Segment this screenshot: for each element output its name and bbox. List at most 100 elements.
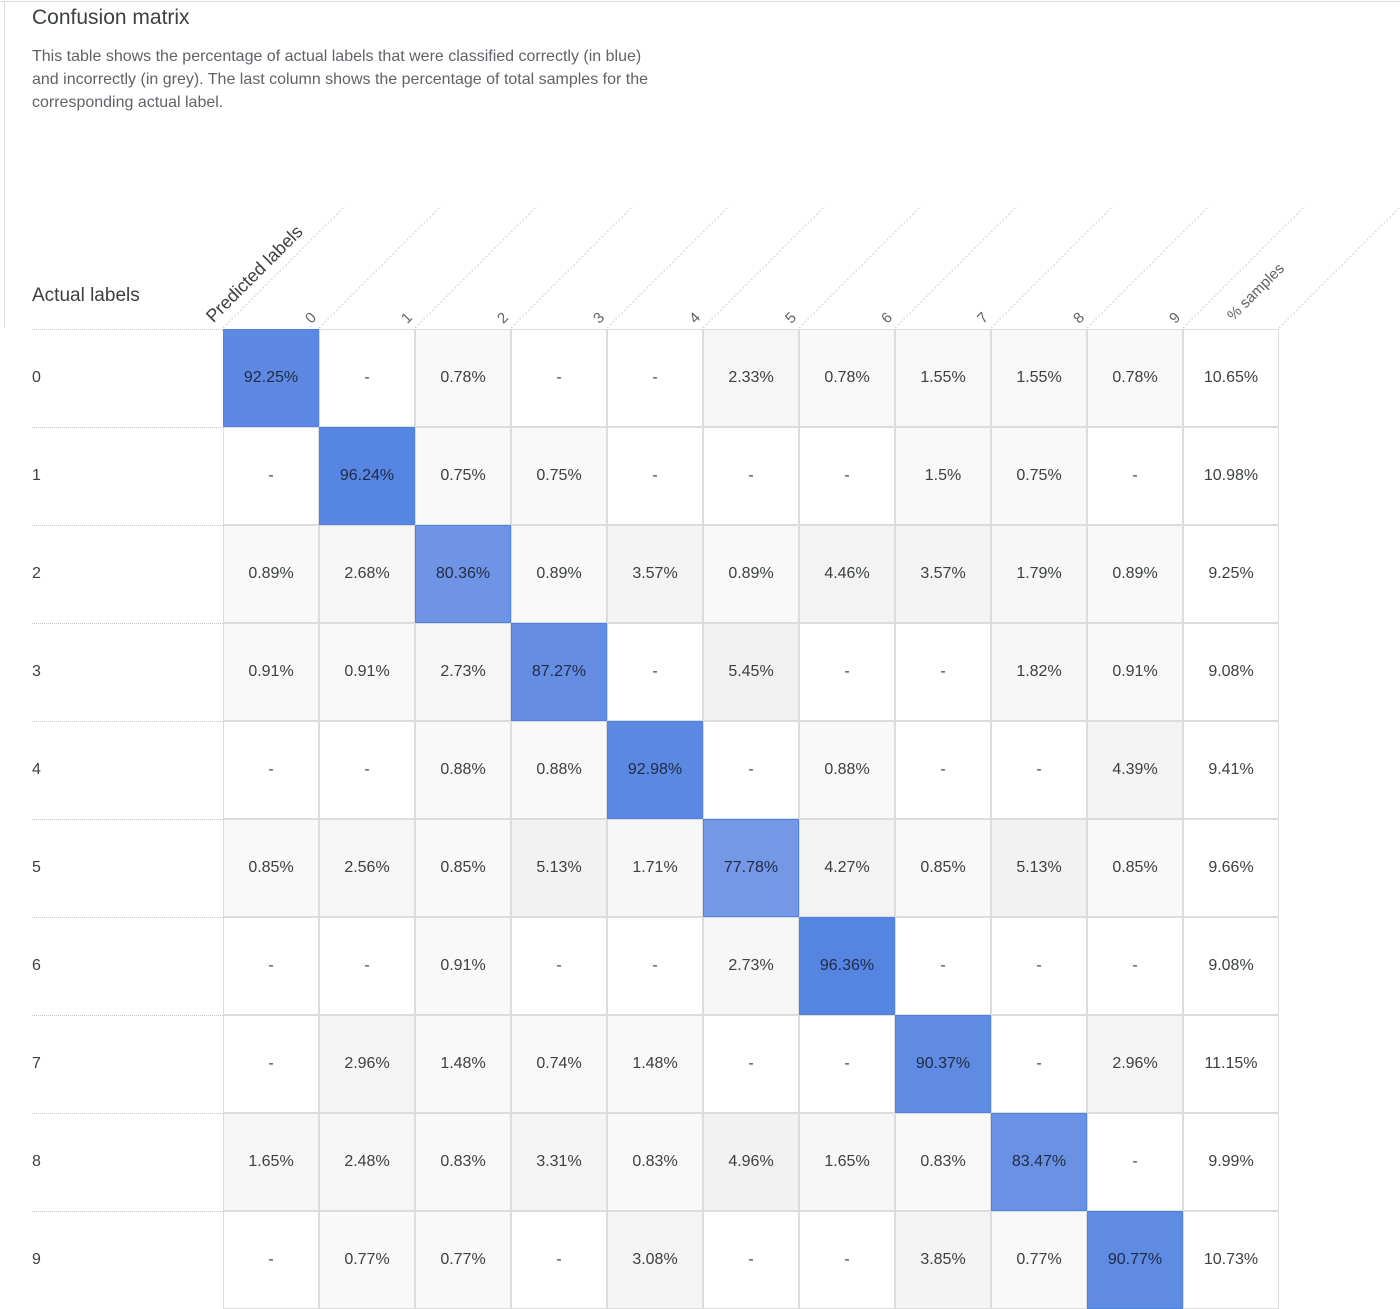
matrix-cell: 0.85% (1087, 819, 1183, 917)
header-diagonal-line (414, 205, 538, 329)
matrix-cell: - (511, 1211, 607, 1309)
matrix-cell: 0.85% (223, 819, 319, 917)
header-diagonal-line (990, 205, 1114, 329)
matrix-cell: - (703, 721, 799, 819)
row-label: 1 (32, 467, 41, 484)
matrix-cell: - (223, 1015, 319, 1113)
row-divider (32, 623, 223, 624)
matrix-cell: - (799, 623, 895, 721)
matrix-cell: 0.88% (799, 721, 895, 819)
row-divider (32, 819, 223, 820)
matrix-cell: - (703, 1211, 799, 1309)
matrix-cell: 3.08% (607, 1211, 703, 1309)
row-divider (32, 1015, 223, 1016)
matrix-cell: 1.65% (799, 1113, 895, 1211)
samples-cell: 9.99% (1183, 1113, 1279, 1211)
matrix-cell: 3.57% (607, 525, 703, 623)
table-row: 8 1.65% 2.48% 0.83% 3.31% 0.83% 4.96% 1.65% 0.83… (0, 1113, 1280, 1211)
samples-cell: 9.25% (1183, 525, 1279, 623)
matrix-cell: 1.71% (607, 819, 703, 917)
matrix-cell: - (799, 427, 895, 525)
matrix-cell: - (991, 721, 1087, 819)
row-label: 5 (32, 859, 41, 876)
matrix-cell: 0.89% (223, 525, 319, 623)
header-diagonal-line (318, 205, 442, 329)
matrix-cell: 1.82% (991, 623, 1087, 721)
header-diagonal-lines (222, 205, 1400, 329)
table-row: 7-2.96% 1.48% 0.74% 1.48% - -90.37% -2.96% 11.1… (0, 1015, 1280, 1113)
matrix-cell: - (607, 623, 703, 721)
page-title: Confusion matrix (32, 6, 190, 29)
table-row: 9-0.77% 0.77% -3.08% - -3.85% 0.77% 90.77% 10.7… (0, 1211, 1280, 1309)
matrix-cell: 1.79% (991, 525, 1087, 623)
matrix-cell: 1.48% (607, 1015, 703, 1113)
matrix-cell: 5.45% (703, 623, 799, 721)
row-label: 4 (32, 761, 41, 778)
matrix-cell: - (319, 917, 415, 1015)
matrix-cell: - (223, 721, 319, 819)
header-diagonal-line (894, 205, 1018, 329)
matrix-cell: 5.13% (991, 819, 1087, 917)
matrix-cell: 0.78% (1087, 329, 1183, 427)
matrix-cell: - (607, 427, 703, 525)
top-divider (0, 1, 1400, 2)
matrix-cell: - (895, 721, 991, 819)
samples-cell: 9.66% (1183, 819, 1279, 917)
matrix-cell: 2.68% (319, 525, 415, 623)
matrix-cell: 3.31% (511, 1113, 607, 1211)
header-diagonal-line (1086, 205, 1210, 329)
matrix-cell: 0.89% (511, 525, 607, 623)
samples-cell: 9.08% (1183, 917, 1279, 1015)
matrix-cell: 2.73% (703, 917, 799, 1015)
matrix-cell: 0.91% (223, 623, 319, 721)
matrix-cell: - (991, 1015, 1087, 1113)
matrix-cell: 4.96% (703, 1113, 799, 1211)
matrix-cell: - (895, 917, 991, 1015)
samples-cell: 9.41% (1183, 721, 1279, 819)
matrix-cell: 0.77% (991, 1211, 1087, 1309)
row-divider (32, 917, 223, 918)
matrix-cell: 0.85% (895, 819, 991, 917)
samples-cell: 9.08% (1183, 623, 1279, 721)
actual-labels-heading: Actual labels (32, 285, 140, 306)
matrix-cell: 4.39% (1087, 721, 1183, 819)
matrix-cell: 4.46% (799, 525, 895, 623)
table-row: 2 0.89% 2.68% 80.36% 0.89% 3.57% 0.89% 4.46% 3.5… (0, 525, 1280, 623)
table-row: 6- -0.91% - -2.73% 96.36% - - -9.08% (0, 917, 1280, 1015)
correct-cell: 77.78% (703, 819, 799, 917)
matrix-cell: 0.83% (415, 1113, 511, 1211)
matrix-cell: 0.91% (415, 917, 511, 1015)
table-row: 0 92.25% -0.78% - -2.33% 0.78% 1.55% 1.55% 0.78%… (0, 329, 1280, 427)
correct-cell: 92.98% (607, 721, 703, 819)
matrix-cell: 2.56% (319, 819, 415, 917)
matrix-cell: 0.83% (895, 1113, 991, 1211)
matrix-cell: 0.83% (607, 1113, 703, 1211)
matrix-cell: - (991, 917, 1087, 1015)
correct-cell: 96.36% (799, 917, 895, 1015)
matrix-cell: 0.78% (415, 329, 511, 427)
matrix-cell: - (607, 917, 703, 1015)
row-label: 3 (32, 663, 41, 680)
row-divider (32, 1113, 223, 1114)
matrix-cell: 3.85% (895, 1211, 991, 1309)
header-diagonal-line (798, 205, 922, 329)
matrix-cell: 2.73% (415, 623, 511, 721)
row-label: 9 (32, 1251, 41, 1268)
left-divider (4, 2, 5, 328)
table-row: 3 0.91% 0.91% 2.73% 87.27% -5.45% - -1.82% 0.91%… (0, 623, 1280, 721)
matrix-cell: 2.96% (319, 1015, 415, 1113)
matrix-cell: - (607, 329, 703, 427)
matrix-cell: - (1087, 1113, 1183, 1211)
matrix-cell: - (319, 721, 415, 819)
samples-cell: 11.15% (1183, 1015, 1279, 1113)
correct-cell: 96.24% (319, 427, 415, 525)
matrix-cell: 3.57% (895, 525, 991, 623)
matrix-cell: - (223, 427, 319, 525)
header-diagonal-line (702, 205, 826, 329)
table-row: 5 0.85% 2.56% 0.85% 5.13% 1.71% 77.78% 4.27% 0.8… (0, 819, 1280, 917)
matrix-cell: - (799, 1015, 895, 1113)
header-diagonal-line (222, 205, 346, 329)
header-diagonal-line (606, 205, 730, 329)
correct-cell: 83.47% (991, 1113, 1087, 1211)
correct-cell: 90.37% (895, 1015, 991, 1113)
